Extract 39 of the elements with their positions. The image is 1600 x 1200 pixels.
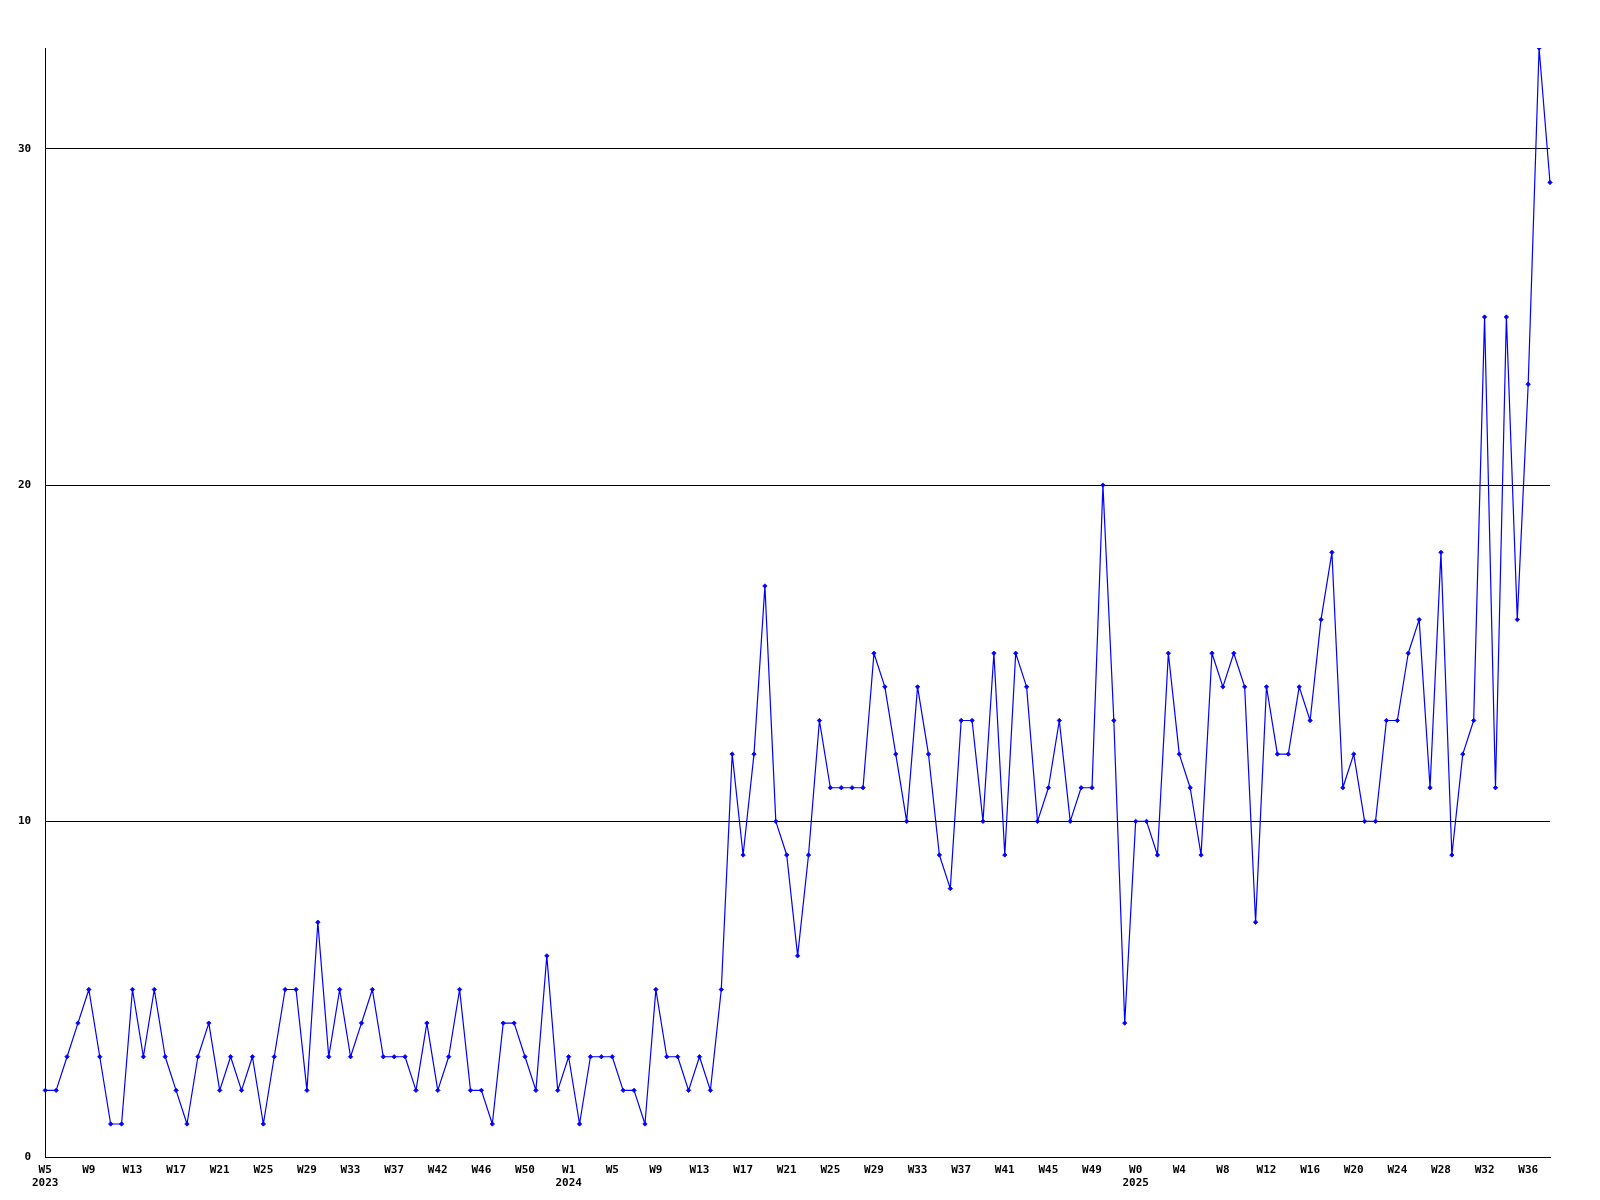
x-tick-label: W16 (1300, 1163, 1321, 1177)
x-tick-label: W33 (340, 1163, 361, 1177)
y-tick-label: 0 (24, 1150, 32, 1164)
x-tick-label: W5 2023 (32, 1163, 59, 1190)
x-tick-label: W37 (951, 1163, 972, 1177)
x-tick-label: W13 (689, 1163, 710, 1177)
x-tick-label: W37 (384, 1163, 405, 1177)
x-tick-label: W33 (907, 1163, 928, 1177)
x-tick-label: W13 (122, 1163, 143, 1177)
x-tick-label: W9 (82, 1163, 96, 1177)
y-tick-label: 20 (18, 477, 32, 491)
x-tick-label: W8 (1216, 1163, 1230, 1177)
x-tick-label: W21 (776, 1163, 798, 1177)
x-tick-label: W17 (166, 1163, 187, 1177)
x-tick-label: W5 (605, 1163, 619, 1177)
x-tick-label: W4 (1172, 1163, 1187, 1177)
x-tick-label: W29 (864, 1163, 884, 1177)
x-tick-label: W1 2024 (555, 1163, 583, 1190)
x-tick-label: W24 (1387, 1163, 1408, 1177)
x-tick-label: W0 2025 (1122, 1163, 1149, 1190)
x-tick-label: W17 (733, 1163, 754, 1177)
x-tick-label: W36 (1518, 1163, 1539, 1177)
x-tick-label: W21 (209, 1163, 231, 1177)
x-tick-label: W50 (515, 1163, 535, 1177)
x-tick-label: W42 (427, 1163, 448, 1177)
x-tick-label: W25 (820, 1163, 841, 1177)
x-tick-label: W46 (471, 1163, 492, 1177)
y-tick-label: 10 (18, 814, 32, 828)
x-tick-label: W9 (649, 1163, 663, 1177)
x-tick-label: W32 (1474, 1163, 1495, 1177)
x-tick-label: W28 (1431, 1163, 1451, 1177)
y-tick-label: 30 (18, 141, 32, 155)
x-tick-label: W41 (994, 1163, 1016, 1177)
x-tick-label: W12 (1256, 1163, 1277, 1177)
x-tick-label: W25 (253, 1163, 274, 1177)
x-tick-label: W45 (1038, 1163, 1059, 1177)
x-tick-label: W20 (1343, 1163, 1364, 1177)
x-tick-label: W29 (297, 1163, 317, 1177)
x-tick-label: W49 (1082, 1163, 1102, 1177)
